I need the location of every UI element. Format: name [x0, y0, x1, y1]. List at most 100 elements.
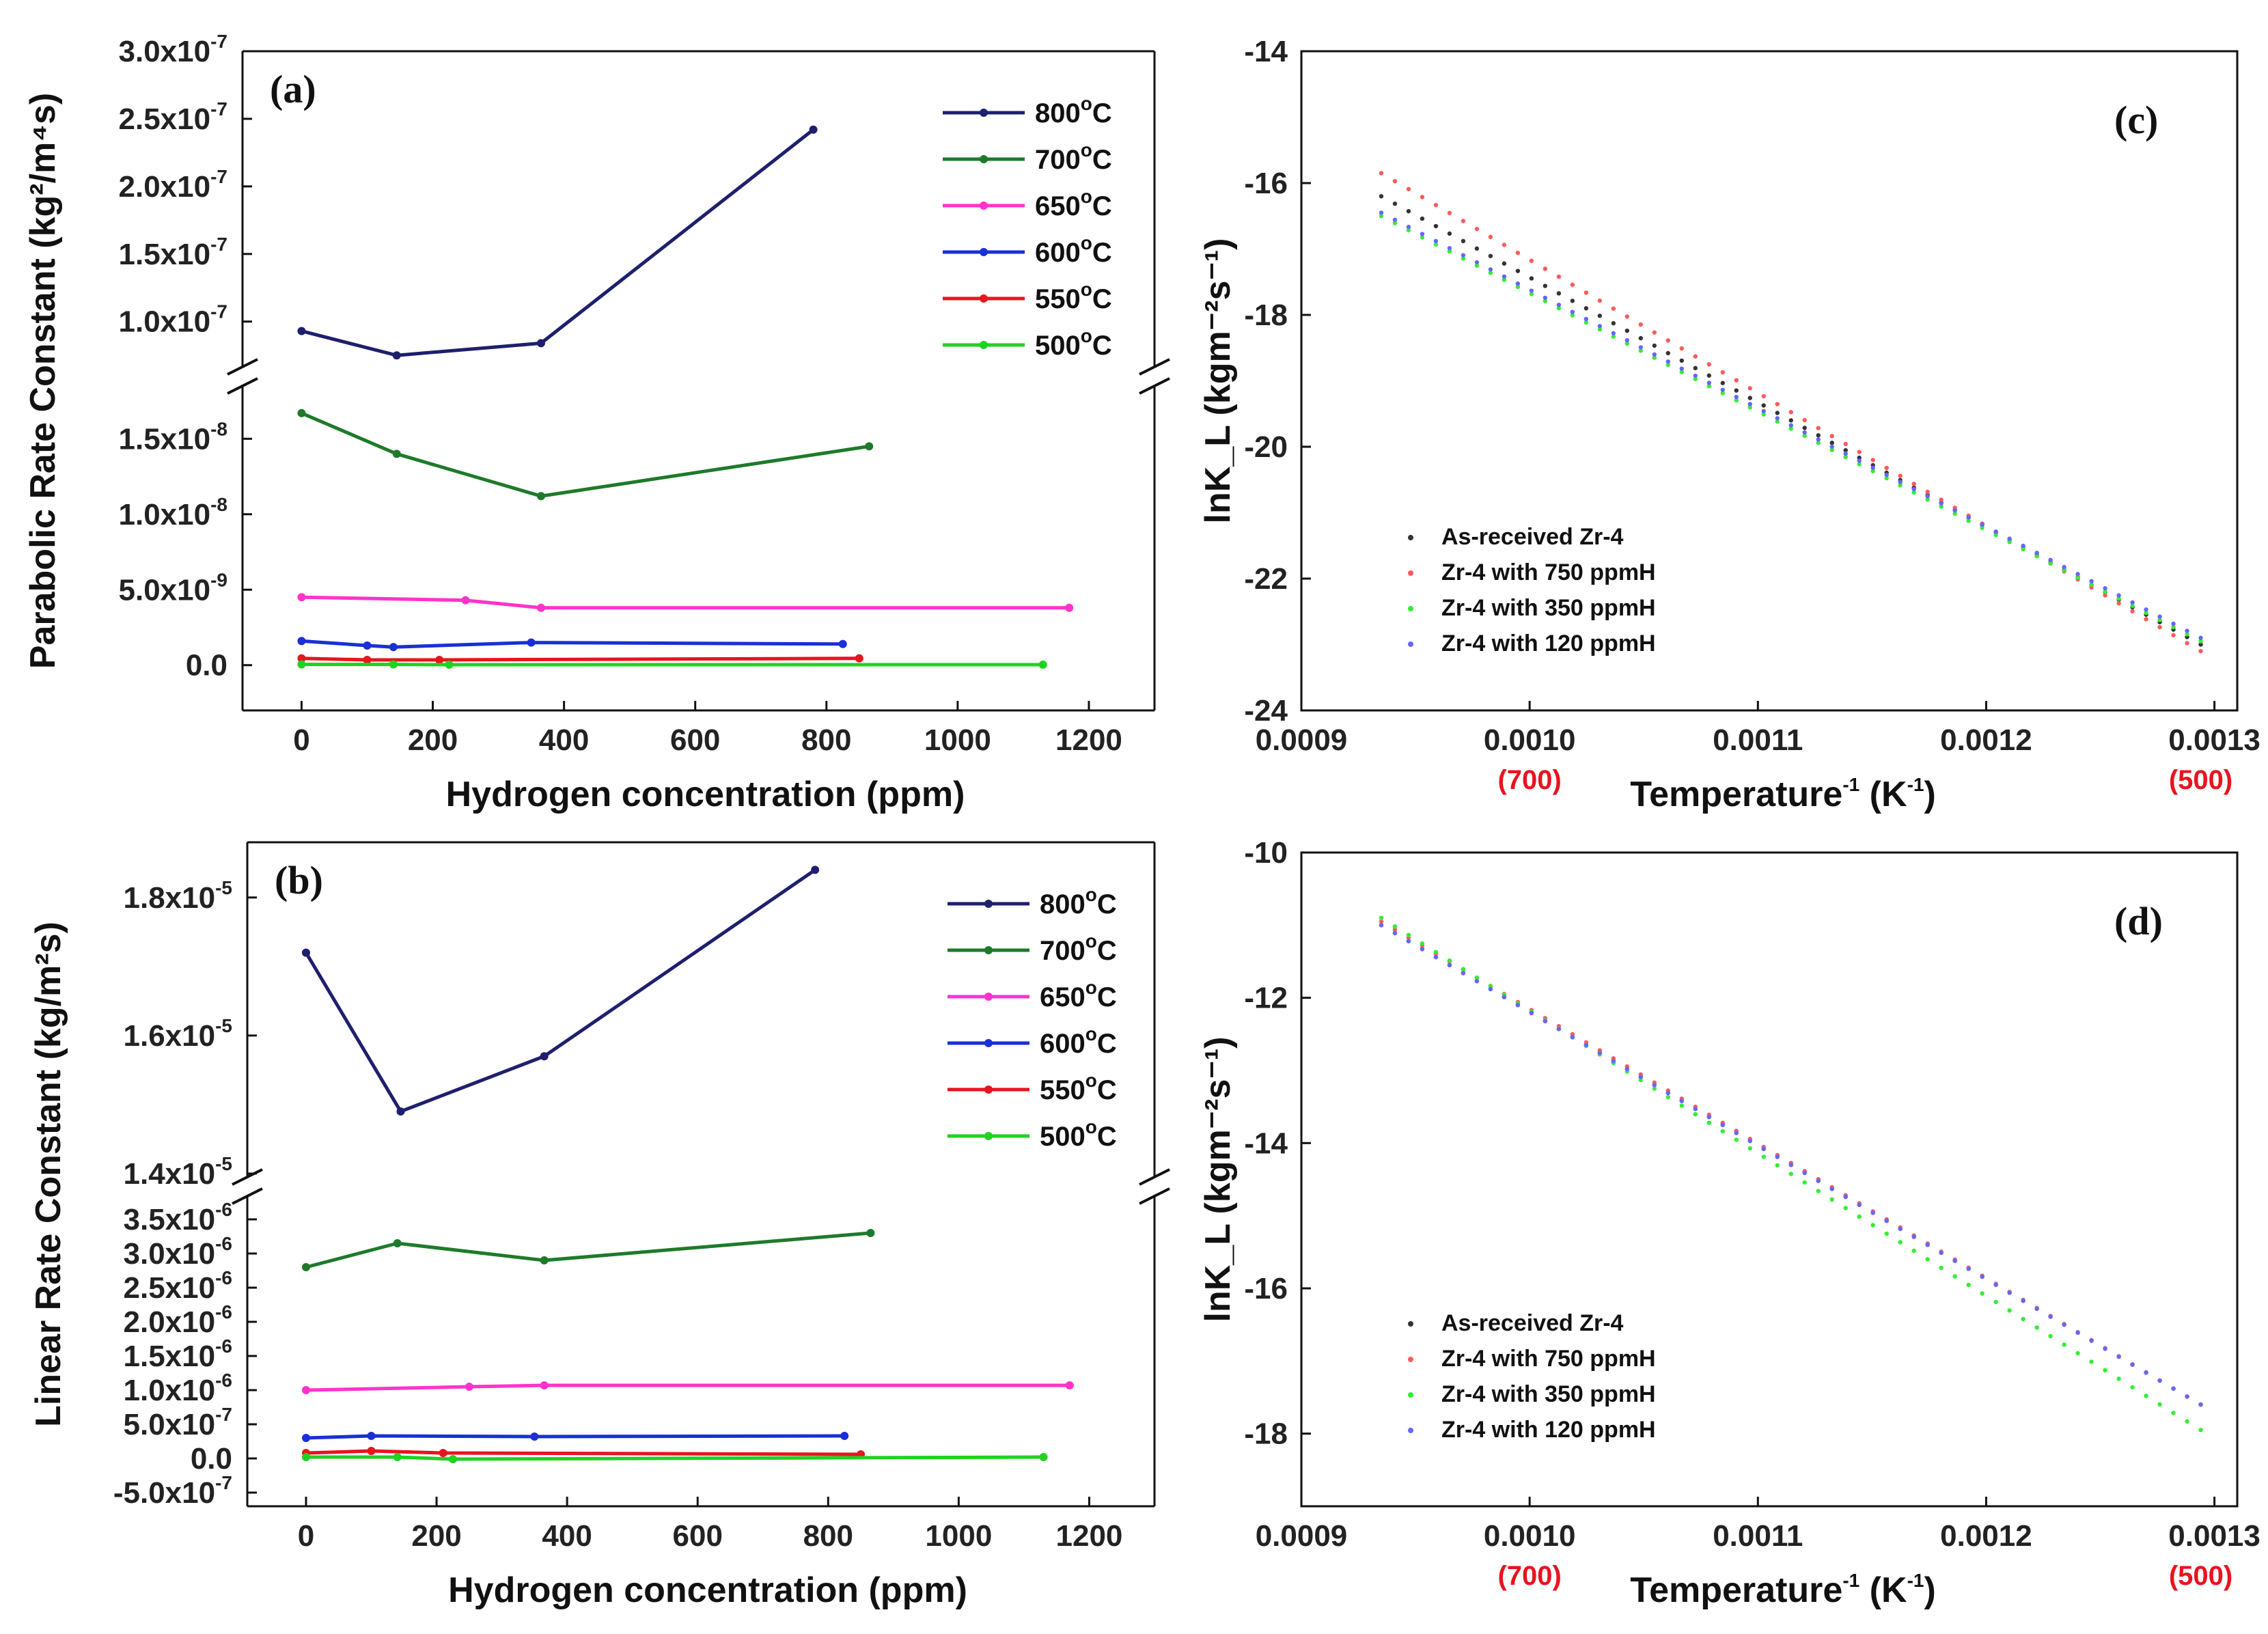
y-tick-label: 1.0x10-6	[124, 1370, 232, 1407]
series-line-700	[305, 1231, 871, 1269]
data-point	[2103, 1346, 2107, 1351]
data-point	[1447, 246, 1452, 251]
data-point	[1624, 328, 1630, 333]
data-point	[1829, 1187, 1834, 1191]
data-point	[1652, 330, 1657, 335]
y-tick-label: -5.0x10-7	[113, 1472, 232, 1510]
data-point	[1461, 238, 1466, 244]
data-point	[1379, 214, 1384, 219]
data-point	[2185, 632, 2189, 637]
legend-marker-1	[1408, 570, 1413, 576]
data-point-700	[540, 1256, 549, 1264]
data-point	[1447, 210, 1452, 216]
data-point	[1911, 482, 1916, 486]
data-point	[1406, 224, 1411, 230]
legend-label-500: 500oC	[1040, 1116, 1117, 1152]
y-tick-label: 1.4x10-5	[124, 1153, 232, 1191]
data-point	[2021, 543, 2025, 549]
data-point	[1857, 1202, 1862, 1207]
data-point	[2130, 603, 2135, 609]
series-line-600	[301, 639, 843, 649]
data-point-550	[855, 654, 863, 663]
data-point	[1392, 930, 1398, 936]
data-point	[1884, 1218, 1889, 1223]
data-point	[1679, 346, 1684, 351]
x-tick-label: 800	[801, 723, 851, 757]
legend-marker-500	[984, 1132, 993, 1140]
data-point	[1816, 437, 1821, 442]
data-point	[1966, 518, 1971, 523]
data-point	[1939, 504, 1944, 509]
data-point	[1734, 1131, 1739, 1135]
data-point	[2103, 589, 2107, 594]
data-point-600	[297, 637, 306, 646]
data-point	[1734, 378, 1739, 383]
data-point-500	[297, 660, 306, 669]
data-point	[1816, 1189, 1821, 1193]
data-point	[1720, 387, 1725, 392]
data-point	[1474, 260, 1480, 265]
legend-marker-700	[980, 155, 988, 163]
data-point	[1939, 501, 1944, 506]
data-point	[1747, 386, 1752, 391]
data-point	[1693, 354, 1698, 359]
data-point	[2171, 1386, 2176, 1391]
legend-label-650: 650oC	[1040, 977, 1117, 1012]
data-point	[1802, 1180, 1807, 1185]
data-point	[2198, 1428, 2203, 1432]
data-point	[1392, 927, 1398, 932]
data-point	[1870, 469, 1875, 473]
data-point	[1911, 490, 1916, 495]
data-point	[1665, 1094, 1671, 1100]
data-point	[1775, 411, 1780, 415]
data-point-650	[297, 593, 306, 602]
data-point	[1543, 266, 1548, 271]
data-point	[1734, 398, 1739, 403]
data-point	[1502, 261, 1507, 266]
y-tick-label: 2.0x10-7	[119, 166, 227, 204]
data-point	[1624, 341, 1630, 346]
data-point	[1720, 370, 1725, 375]
data-point	[1788, 1172, 1793, 1176]
panel-b: 0 200 400 600 800 1000 1200 1.4x10-5 1.6x10-5 1.8…	[29, 841, 1170, 1610]
data-point-650	[461, 596, 470, 605]
data-point	[1898, 1226, 1903, 1232]
x-axis-label: Temperature-1 (K-1)	[1630, 1570, 1936, 1610]
data-point	[2144, 617, 2148, 622]
data-point-800	[392, 351, 401, 360]
data-point	[1474, 226, 1480, 232]
data-point	[2021, 1298, 2025, 1303]
data-point	[1679, 366, 1684, 371]
y-axis-label: lnK_L (kgm⁻²s⁻¹)	[1198, 238, 1238, 524]
data-point	[1788, 426, 1793, 431]
data-point	[1747, 405, 1752, 410]
y-tick-label: 1.0x10-8	[119, 494, 227, 531]
data-point	[1706, 380, 1711, 385]
data-point	[1392, 924, 1398, 929]
data-point	[2007, 536, 2012, 541]
data-point	[1679, 358, 1684, 363]
data-point	[2185, 641, 2189, 646]
axis-break-mark	[1139, 358, 1170, 376]
data-point-550	[367, 1447, 376, 1455]
data-point	[1843, 441, 1848, 447]
data-point	[1884, 473, 1889, 477]
data-point	[1734, 1137, 1739, 1142]
data-point-800	[301, 948, 310, 957]
data-point	[1993, 1299, 1998, 1305]
data-point	[1911, 1248, 1916, 1254]
data-point	[1543, 1019, 1548, 1023]
legend-marker-0	[1408, 535, 1413, 540]
data-point	[1584, 320, 1589, 325]
y-tick-label: 1.5x10-8	[119, 418, 227, 456]
data-point	[1652, 343, 1657, 348]
data-point	[1843, 447, 1848, 453]
data-point	[1843, 1206, 1848, 1210]
x-tick-label: 0.0011	[1713, 1519, 1803, 1553]
data-point	[1488, 253, 1493, 258]
data-point	[1584, 306, 1589, 311]
data-point	[1857, 1214, 1862, 1219]
data-point	[1488, 234, 1493, 240]
data-point	[1980, 1291, 1984, 1296]
legend-label-1: Zr-4 with 750 ppmH	[1441, 1346, 1656, 1372]
